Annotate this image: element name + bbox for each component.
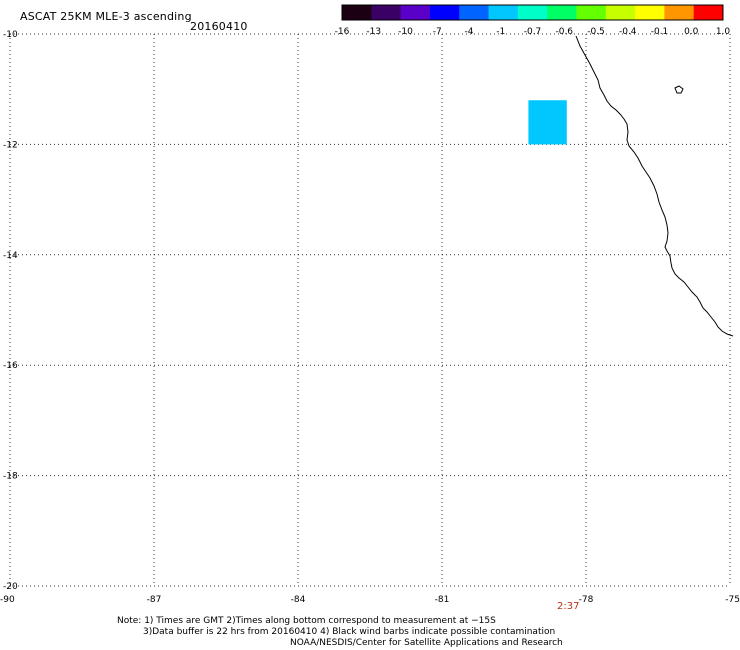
colorbar-segment <box>664 5 695 20</box>
map-date: 20160410 <box>190 20 248 33</box>
colorbar-tick-label: -7 <box>433 27 442 37</box>
colorbar-tick-label: -1 <box>496 27 505 37</box>
lat-tick-label: -18 <box>3 472 18 482</box>
note-line-3: NOAA/NESDIS/Center for Satellite Applica… <box>290 638 563 648</box>
colorbar-tick-label: -0.6 <box>555 27 573 37</box>
colorbar-segment <box>342 5 372 20</box>
colorbar-tick-label: -4 <box>465 27 474 37</box>
colorbar-segment <box>576 5 607 20</box>
lat-tick-label: -10 <box>3 30 18 40</box>
colorbar-frame <box>341 4 724 21</box>
note-line-2: 3)Data buffer is 22 hrs from 20160410 4)… <box>143 627 556 637</box>
lon-tick-label: -75 <box>725 595 740 605</box>
colorbar-tick-label: -0.5 <box>587 27 605 37</box>
colorbar-tick-label: -0.4 <box>619 27 637 37</box>
island-outline <box>674 85 684 94</box>
colorbar-tick-label: -0.1 <box>651 27 669 37</box>
colorbar-tick-label: 0.0 <box>684 27 699 37</box>
colorbar-segment <box>635 5 665 20</box>
lon-tick-label: -84 <box>291 595 306 605</box>
lat-tick-label: -20 <box>3 582 18 592</box>
note-line-1: Note: 1) Times are GMT 2)Times along bot… <box>117 616 496 626</box>
time-label: 2:37 <box>557 601 580 612</box>
colorbar-segment <box>429 5 460 20</box>
lon-tick-label: -81 <box>435 595 450 605</box>
lat-tick-label: -12 <box>3 140 18 150</box>
lat-tick-label: -14 <box>3 251 18 261</box>
lon-tick-label: -78 <box>579 595 594 605</box>
colorbar-segment <box>400 5 431 20</box>
colorbar-segment <box>547 5 577 20</box>
colorbar-segment <box>517 5 548 20</box>
colorbar-tick-label: -13 <box>366 27 381 37</box>
colorbar-segment <box>488 5 519 20</box>
colorbar-tick-label: -0.7 <box>524 27 542 37</box>
colorbar-tick-label: -10 <box>398 27 413 37</box>
map-title: ASCAT 25KM MLE-3 ascending <box>20 10 192 23</box>
longitude-labels: -90 -87 -84 -81 -78 -75 <box>0 595 740 605</box>
colorbar-segment <box>605 5 636 20</box>
data-cell <box>528 100 567 145</box>
lon-tick-label: -90 <box>0 595 15 605</box>
latitude-labels: -10 -12 -14 -16 -18 -20 <box>3 30 18 592</box>
coastline <box>575 35 734 337</box>
data-cells <box>528 100 567 145</box>
colorbar-segment <box>459 5 490 20</box>
lat-tick-label: -16 <box>3 361 18 371</box>
colorbar: -16 -13 -10 -7 -4 -1 -0.7 -0.6 -0.5 -0.4 -0.1 0.0 1.… <box>335 4 731 37</box>
colorbar-segment <box>371 5 402 20</box>
lon-tick-label: -87 <box>147 595 162 605</box>
colorbar-segment <box>693 5 724 20</box>
colorbar-tick-label: 1.0 <box>716 27 731 37</box>
colorbar-tick-label: -16 <box>335 27 350 37</box>
map-grid <box>9 33 731 587</box>
